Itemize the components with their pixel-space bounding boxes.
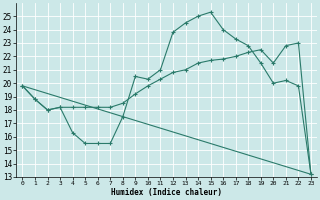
X-axis label: Humidex (Indice chaleur): Humidex (Indice chaleur) — [111, 188, 222, 197]
